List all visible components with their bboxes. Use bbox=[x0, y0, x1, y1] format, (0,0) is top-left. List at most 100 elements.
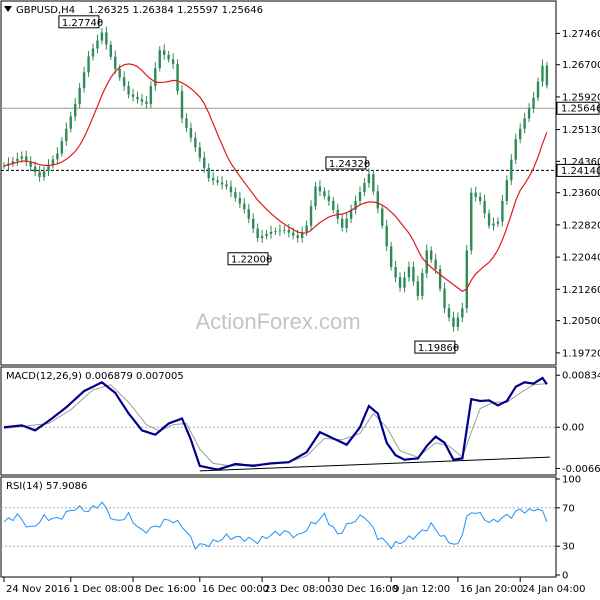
candle-body bbox=[287, 229, 290, 233]
candle-body bbox=[305, 225, 308, 232]
macd-trendline bbox=[199, 456, 551, 472]
candle-body bbox=[483, 200, 486, 214]
candle-body bbox=[292, 232, 295, 236]
candle-body bbox=[149, 86, 153, 104]
price-tick-label: 1.22040 bbox=[562, 253, 600, 264]
candle-body bbox=[252, 218, 255, 229]
candle-body bbox=[29, 161, 32, 167]
price-annotations: 1.27740 1.24320 1.22000 1.19860 bbox=[58, 15, 459, 354]
rsi-panel-frame bbox=[0, 476, 557, 578]
candle-body bbox=[260, 236, 264, 239]
candle-body bbox=[470, 192, 473, 251]
annotation-label: 1.24320 bbox=[329, 159, 370, 170]
ohlc-values: 1.26325 1.26384 1.25597 1.25646 bbox=[88, 5, 263, 16]
annotation-box bbox=[58, 15, 100, 29]
rsi-axis: 100 70 30 0 bbox=[556, 475, 581, 582]
time-tick-label: 24 Jan 04:00 bbox=[522, 584, 585, 595]
candle-body bbox=[118, 68, 121, 78]
candle-body bbox=[474, 192, 477, 197]
candle-body bbox=[69, 116, 72, 129]
candle-body bbox=[105, 32, 108, 45]
rsi-tick-label: 70 bbox=[562, 503, 575, 514]
candle-body bbox=[194, 137, 197, 148]
candle-body bbox=[447, 308, 451, 318]
candle-body bbox=[238, 197, 242, 204]
candle-body bbox=[323, 191, 326, 197]
candle-body bbox=[234, 192, 237, 198]
candle-body bbox=[114, 56, 117, 69]
candle-body bbox=[225, 184, 228, 187]
price-tick-label: 1.19720 bbox=[562, 348, 600, 359]
time-tick-label: 9 Jan 12:00 bbox=[393, 584, 450, 595]
annotation-label: 1.27740 bbox=[62, 18, 103, 29]
candle-body bbox=[461, 308, 464, 318]
candle-body bbox=[501, 200, 504, 222]
candle-body bbox=[300, 231, 304, 239]
price-panel: ActionForex.com 1.27740 1.24320 1.22000 1.1… bbox=[0, 0, 557, 366]
candle-body bbox=[25, 156, 28, 162]
candle-body bbox=[220, 182, 224, 185]
price-tick-label: 1.22820 bbox=[562, 220, 600, 231]
candle-body bbox=[91, 48, 95, 57]
candle-body bbox=[136, 96, 139, 100]
collapse-arrow-icon bbox=[4, 6, 12, 12]
rsi-grid bbox=[1, 507, 556, 547]
macd-title: MACD(12,26,9) 0.006879 0.007005 bbox=[6, 371, 184, 382]
candle-body bbox=[163, 50, 166, 55]
candle-body bbox=[82, 72, 86, 89]
candle-body bbox=[176, 63, 179, 92]
candle-body bbox=[33, 166, 37, 172]
support-price-box bbox=[556, 163, 600, 177]
candlesticks bbox=[2, 26, 549, 332]
candle-body bbox=[243, 203, 246, 210]
annotation-box bbox=[325, 156, 367, 170]
candle-body bbox=[167, 54, 170, 60]
candle-body bbox=[434, 259, 437, 270]
annotation-label: 1.19860 bbox=[418, 343, 459, 354]
candle-body bbox=[145, 101, 148, 104]
candle-body bbox=[283, 229, 286, 231]
rsi-panel: RSI(14) 57.9086 bbox=[0, 476, 557, 578]
current-price-label: 1.25646 bbox=[561, 104, 600, 115]
candle-body bbox=[216, 180, 219, 183]
macd-axis: 0.008341 0.00 -0.00661 bbox=[556, 371, 600, 475]
candle-body bbox=[354, 200, 357, 210]
candle-body bbox=[96, 40, 99, 49]
candle-body bbox=[430, 250, 433, 260]
macd-tick-label: 0.008341 bbox=[562, 371, 600, 382]
current-price-box bbox=[556, 101, 600, 115]
time-tick-label: 16 Jan 20:00 bbox=[460, 584, 523, 595]
candle-body bbox=[487, 213, 491, 226]
candle-body bbox=[412, 266, 415, 282]
moving-average-line bbox=[3, 63, 548, 293]
time-tick-label: 24 Nov 2016 bbox=[6, 584, 70, 595]
candle-body bbox=[274, 231, 277, 233]
price-axis: 1.27460 1.26700 1.25920 1.25130 1.24360 1.236… bbox=[556, 29, 600, 359]
macd-tick-label: 0.00 bbox=[562, 423, 584, 434]
watermark: ActionForex.com bbox=[195, 309, 360, 334]
price-tick-label: 1.26700 bbox=[562, 60, 600, 71]
candle-body bbox=[65, 128, 68, 142]
candle-body bbox=[38, 171, 41, 178]
candle-body bbox=[185, 118, 188, 129]
candle-body bbox=[416, 281, 420, 296]
candle-body bbox=[131, 94, 135, 97]
price-grid bbox=[1, 107, 556, 171]
candle-body bbox=[278, 230, 282, 232]
time-tick-label: 16 Dec 00:00 bbox=[202, 584, 269, 595]
candle-body bbox=[140, 99, 144, 102]
candle-body bbox=[398, 277, 402, 288]
candle-body bbox=[20, 156, 23, 159]
macd-tick-label: -0.00661 bbox=[562, 464, 600, 475]
candle-body bbox=[403, 277, 406, 288]
candle-body bbox=[345, 218, 348, 228]
price-tick-label: 1.25130 bbox=[562, 125, 600, 136]
annotation-box bbox=[227, 252, 269, 266]
candle-body bbox=[265, 233, 268, 237]
time-axis: 24 Nov 2016 1 Dec 08:00 8 Dec 16:00 16 Dec … bbox=[3, 577, 586, 595]
candle-body bbox=[296, 235, 299, 239]
candle-body bbox=[492, 223, 495, 226]
candle-body bbox=[452, 317, 455, 327]
candle-body bbox=[358, 192, 362, 201]
